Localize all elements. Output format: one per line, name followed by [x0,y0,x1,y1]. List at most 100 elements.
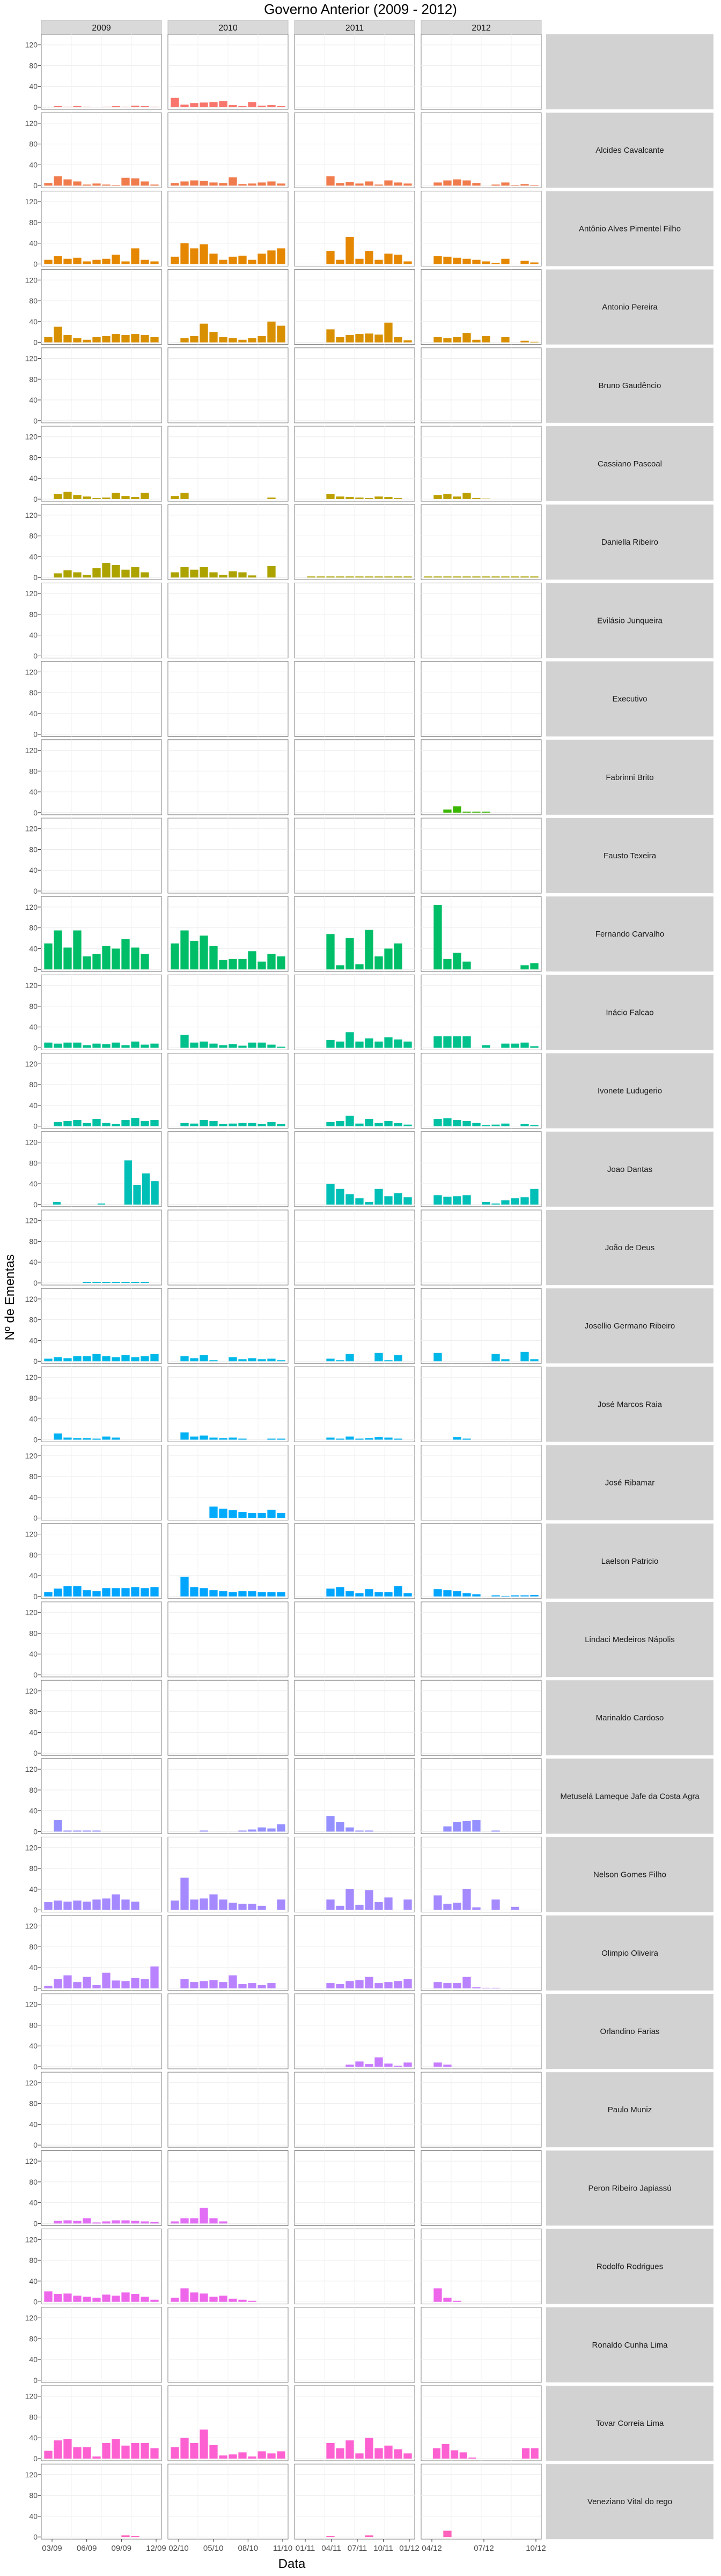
bar [171,1901,179,1910]
row-strip [546,1680,713,1756]
bar [141,1120,149,1126]
x-tick-label: 04/11 [321,2544,341,2553]
x-tick-label: 01/11 [296,2544,315,2553]
row-strip [546,583,713,658]
bar [150,2222,159,2224]
y-tick-label: 80 [29,1942,38,1951]
y-tick-label: 120 [25,276,38,284]
bar [345,237,354,264]
bar [229,959,237,970]
bar [83,496,91,499]
bar [112,2439,120,2459]
bar [277,1360,285,1362]
bar [219,1124,227,1126]
bar [180,1356,189,1362]
y-tick-label: 0 [33,1279,38,1287]
bar [102,946,111,970]
bar [267,321,276,343]
y-tick-label: 0 [33,2062,38,2071]
bar [171,572,179,578]
bar [171,943,179,970]
bar [433,495,442,499]
bar [472,183,481,186]
bar [112,1980,120,1988]
bar [73,338,82,343]
bar [102,1356,111,1362]
bar [44,337,53,343]
bar [121,496,130,499]
bar [180,105,189,107]
bar [326,1983,335,1988]
bar [63,1437,72,1440]
bar [491,1124,500,1126]
bar [102,258,111,264]
bar [92,1591,101,1597]
x-tick-label: 03/09 [42,2544,62,2553]
bar [394,1355,402,1362]
bar [92,1354,101,1362]
bar [141,2221,149,2224]
bar [219,960,227,970]
bar [54,1901,62,1910]
row-strip-label: Lindaci Medeiros Nápolis [585,1635,675,1644]
bar [150,184,159,186]
bar [258,106,266,107]
bar [121,1899,130,1910]
bar [326,1437,335,1440]
bar [394,2449,402,2459]
bar [63,1358,72,1362]
bar [83,2218,91,2224]
bar [150,1587,159,1597]
row-strip [546,504,713,580]
bar [511,1043,519,1048]
bar [394,2066,402,2067]
row-strip-label: Olimpio Oliveira [601,1949,659,1958]
bar [472,1594,481,1597]
y-tick-label: 120 [25,903,38,911]
bar [355,334,364,343]
bar [131,567,139,578]
bar [520,1595,529,1597]
x-tick-label: 10/11 [373,2544,393,2553]
row-strip [546,2307,713,2382]
bar [229,1975,237,1988]
bar [248,1903,256,1910]
bar [384,322,393,343]
bar [433,1353,442,1362]
bar [112,334,120,343]
row-strip [546,1288,713,1364]
row-strip [546,975,713,1050]
bar [317,576,325,578]
row-strip-label: Inácio Falcao [606,1008,653,1017]
bar [54,1979,62,1988]
bar [326,934,335,970]
bar [355,183,364,186]
row-strip [546,896,713,972]
bar [433,337,442,343]
bar [131,947,139,970]
bar [131,106,139,107]
bar [345,2065,354,2067]
bar [141,493,149,499]
bar [248,1591,256,1597]
bar [491,184,500,186]
bar [238,959,247,970]
bar [336,1905,344,1910]
bar [345,2440,354,2459]
bar [121,1282,130,1283]
y-tick-label: 40 [29,317,38,326]
bar [491,1203,500,1205]
row-strip [546,1758,713,1834]
bar [384,1897,393,1910]
y-tick-label: 120 [25,197,38,206]
bar [365,1038,373,1048]
bar [355,2061,364,2067]
bar [336,1189,344,1205]
bar [530,342,539,343]
bar [238,572,247,578]
bar [355,1198,364,1205]
bar [209,1043,218,1048]
bar [248,102,256,107]
bar [112,1042,120,1048]
